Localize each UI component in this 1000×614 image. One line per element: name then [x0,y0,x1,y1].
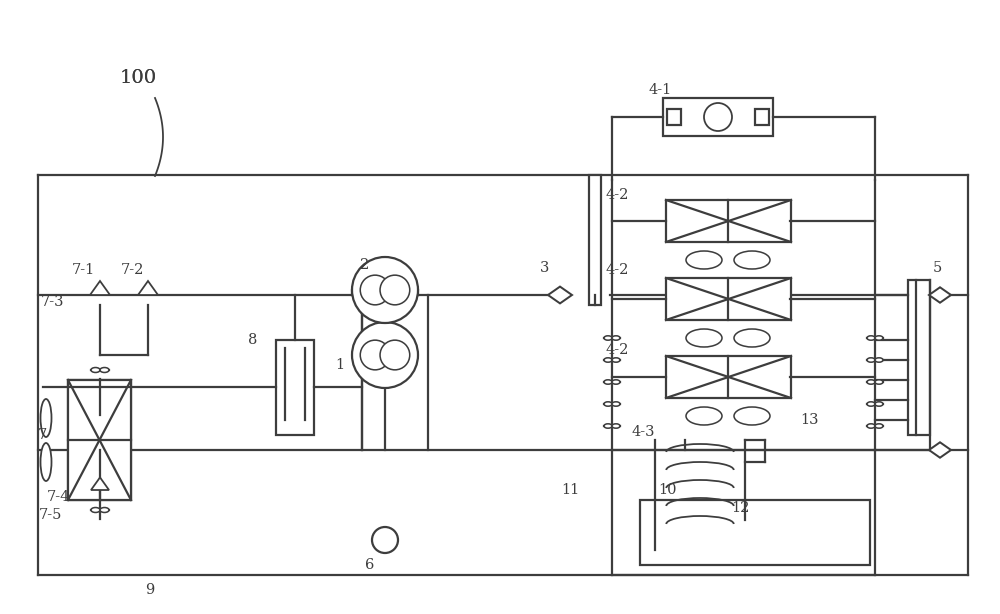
Ellipse shape [686,329,722,347]
Ellipse shape [604,380,612,384]
Ellipse shape [604,336,612,340]
Ellipse shape [100,508,109,513]
Bar [667,109,681,125]
Bar [68,380,131,500]
Bar [666,278,791,320]
Bar [663,98,773,136]
Text: 2: 2 [360,258,370,272]
Bar [666,200,791,242]
Circle shape [372,527,398,553]
Ellipse shape [875,402,883,406]
Text: 4-2: 4-2 [605,343,629,357]
Text: 10: 10 [659,483,677,497]
Ellipse shape [875,358,883,362]
Ellipse shape [612,424,620,428]
Bar [755,109,769,125]
Ellipse shape [875,424,883,428]
Text: 4-2: 4-2 [605,188,629,202]
Text: 100: 100 [119,69,157,87]
Ellipse shape [91,368,100,373]
Ellipse shape [612,358,620,362]
Text: 9: 9 [145,583,155,597]
Bar [589,175,601,305]
Ellipse shape [867,336,875,340]
Polygon shape [929,287,951,303]
Polygon shape [91,478,109,490]
Ellipse shape [875,380,883,384]
Circle shape [704,103,732,131]
Ellipse shape [867,402,875,406]
Text: 7-1: 7-1 [71,263,95,277]
Circle shape [380,340,410,370]
Text: 1: 1 [335,358,345,372]
Text: 4-2: 4-2 [605,263,629,277]
Text: 100: 100 [119,69,157,87]
Text: 7-5: 7-5 [38,508,62,522]
Text: 12: 12 [731,501,749,515]
Circle shape [352,322,418,388]
Ellipse shape [867,424,875,428]
Ellipse shape [604,358,612,362]
Ellipse shape [91,508,100,513]
Ellipse shape [612,380,620,384]
Ellipse shape [734,329,770,347]
Polygon shape [548,287,572,303]
Ellipse shape [612,336,620,340]
Ellipse shape [867,380,875,384]
Bar [666,356,791,398]
Bar [908,280,930,435]
Polygon shape [90,281,110,295]
Polygon shape [138,281,158,295]
Ellipse shape [604,402,612,406]
Ellipse shape [686,407,722,425]
Bar [276,340,314,435]
Text: 7: 7 [37,428,47,442]
Text: 7-2: 7-2 [120,263,144,277]
Ellipse shape [40,399,52,437]
Ellipse shape [100,368,109,373]
Circle shape [360,275,390,305]
Ellipse shape [604,424,612,428]
Text: 13: 13 [801,413,819,427]
Ellipse shape [612,402,620,406]
Text: 5: 5 [932,261,942,275]
Text: 4-3: 4-3 [631,425,655,439]
Ellipse shape [867,358,875,362]
Ellipse shape [875,336,883,340]
Ellipse shape [686,251,722,269]
Ellipse shape [40,443,52,481]
Circle shape [380,275,410,305]
Text: 3: 3 [540,261,550,275]
Ellipse shape [734,407,770,425]
Text: 7-4: 7-4 [46,490,70,504]
Polygon shape [929,442,951,457]
Circle shape [360,340,390,370]
Text: 6: 6 [365,558,375,572]
Bar [640,500,870,565]
Text: 7-3: 7-3 [40,295,64,309]
Text: 8: 8 [248,333,258,347]
Circle shape [352,257,418,323]
Bar [68,380,131,500]
Ellipse shape [734,251,770,269]
Text: 4-1: 4-1 [648,83,672,97]
Text: 11: 11 [561,483,579,497]
